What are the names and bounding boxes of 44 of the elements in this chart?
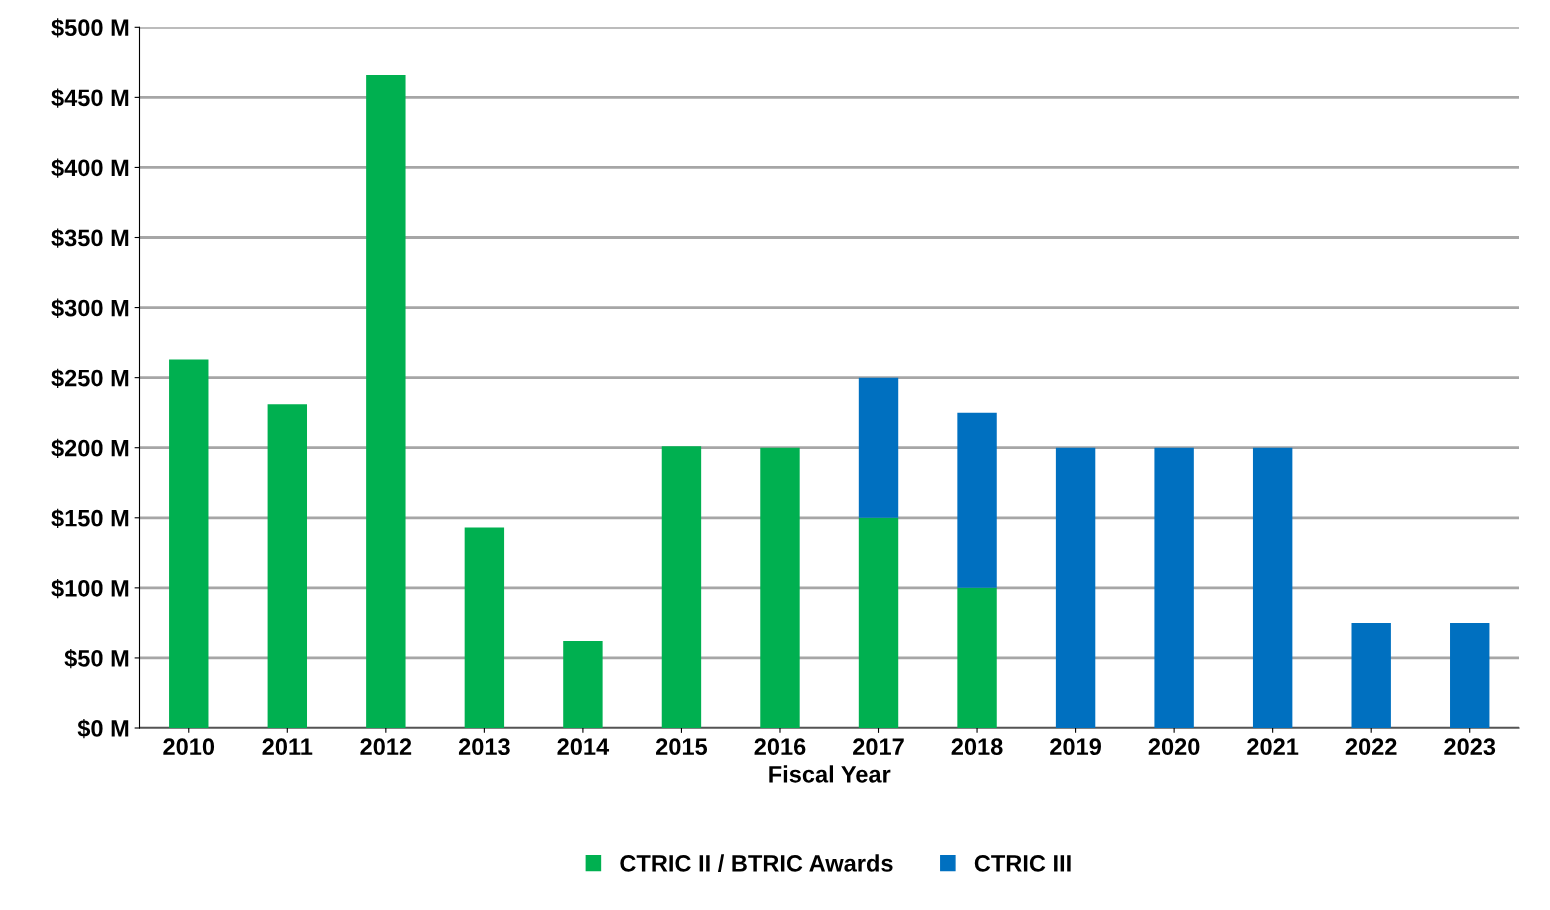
y-tick-label: $200 M (51, 438, 129, 459)
x-tick-label: 2016 (754, 738, 806, 756)
bar (1450, 622, 1490, 728)
x-tick-label: 2023 (1444, 738, 1496, 756)
bar (957, 587, 997, 728)
x-tick-label: 2020 (1148, 738, 1200, 756)
bar (858, 377, 899, 518)
bar (267, 404, 308, 728)
y-tick-label: $100 M (51, 578, 129, 599)
y-tick-label: $400 M (51, 158, 129, 178)
y-tick-label: $450 M (51, 88, 129, 108)
bar (957, 412, 997, 588)
x-tick-label: 2019 (1050, 738, 1101, 756)
legend-label: CTRIC III (974, 854, 1071, 872)
bar (563, 641, 603, 728)
bar (661, 446, 702, 728)
x-axis-title: Fiscal Year (769, 765, 891, 783)
bar (1351, 622, 1391, 728)
y-tick-label: $300 M (51, 298, 129, 318)
y-tick-label: $500 M (51, 18, 129, 38)
bar (1055, 447, 1096, 728)
x-tick-label: 2011 (262, 738, 313, 756)
bar (366, 74, 406, 728)
y-tick-label: $350 M (51, 228, 129, 248)
bar (760, 447, 800, 728)
x-tick-label: 2013 (458, 738, 510, 756)
bar (169, 359, 209, 728)
x-tick-label: 2018 (951, 738, 1003, 756)
legend-label: CTRIC II / BTRIC Awards (620, 854, 893, 872)
bar (1154, 447, 1194, 728)
y-tick-label: $0 M (77, 719, 129, 739)
x-tick-label: 2015 (656, 738, 708, 756)
x-tick-label: 2010 (163, 738, 215, 756)
x-tick-label: 2014 (557, 738, 610, 756)
bar (1252, 447, 1293, 728)
x-tick-label: 2012 (360, 738, 412, 756)
y-tick-label: $250 M (51, 368, 129, 388)
bar (858, 517, 899, 728)
y-tick-label: $50 M (64, 648, 129, 669)
x-tick-label: 2022 (1345, 738, 1397, 756)
x-tick-label: 2021 (1247, 738, 1299, 756)
bar (464, 527, 505, 728)
y-tick-label: $150 M (51, 508, 129, 529)
x-tick-label: 2017 (853, 738, 904, 756)
